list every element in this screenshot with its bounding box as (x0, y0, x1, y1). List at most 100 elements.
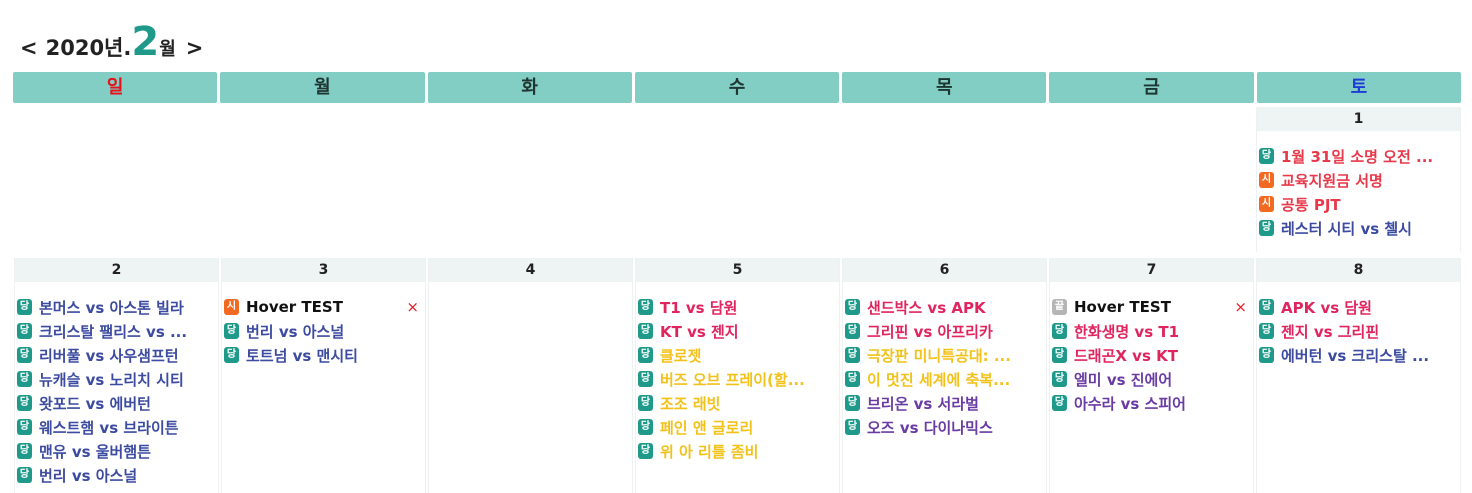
event-item[interactable]: 당 에버턴 vs 크리스탈 ... (1259, 343, 1460, 367)
close-icon[interactable]: × (1234, 298, 1247, 316)
event-item[interactable]: 시 공통 PJT (1259, 192, 1460, 216)
event-item[interactable]: 당 웨스트햄 vs 브라이튼 (17, 415, 218, 439)
event-badge: 당 (845, 299, 860, 315)
day-cell[interactable]: 7 끝 Hover TEST × 당 한화생명 vs T1 당 드래곤X vs KT 당… (1049, 258, 1254, 493)
event-title: 한화생명 vs T1 (1074, 322, 1180, 341)
prev-month-button[interactable]: < (20, 36, 38, 60)
empty-day-cell (221, 107, 426, 252)
weekday-sat: 토 (1256, 72, 1461, 103)
event-item[interactable]: 당 뉴캐슬 vs 노리치 시티 (17, 367, 218, 391)
event-item[interactable]: 당 오즈 vs 다이나믹스 (845, 415, 1046, 439)
event-item[interactable]: 당 번리 vs 아스널 (17, 463, 218, 487)
event-list: 당 1월 31일 소명 오전 ... 시 교육지원금 서명 시 공통 PJT 당 레스터… (1257, 131, 1460, 240)
event-list (429, 282, 632, 295)
event-item[interactable]: 당 젠지 vs 그리핀 (1259, 319, 1460, 343)
empty-day-cell (635, 107, 840, 252)
event-list: 시 Hover TEST × 당 번리 vs 아스널 당 토트넘 vs 맨시티 (222, 282, 425, 367)
close-icon[interactable]: × (406, 298, 419, 316)
day-cell[interactable]: 3 시 Hover TEST × 당 번리 vs 아스널 당 토트넘 vs 맨시티 (221, 258, 426, 493)
event-badge: 시 (224, 299, 239, 315)
day-cell[interactable]: 5 당 T1 vs 담원 당 KT vs 젠지 당 클로젯 당 버즈 오브 프레이(할.… (635, 258, 840, 493)
day-cell[interactable]: 4 (428, 258, 633, 493)
event-item[interactable]: 당 드래곤X vs KT (1052, 343, 1253, 367)
event-item[interactable]: 시 교육지원금 서명 (1259, 168, 1460, 192)
event-title: 페인 앤 글로리 (660, 418, 754, 437)
event-badge: 당 (1259, 347, 1274, 363)
month-unit: 월 (159, 39, 176, 60)
event-badge: 당 (638, 419, 653, 435)
event-badge: 당 (224, 323, 239, 339)
event-title: 조조 래빗 (660, 394, 721, 413)
event-item[interactable]: 당 1월 31일 소명 오전 ... (1259, 144, 1460, 168)
event-badge: 당 (638, 299, 653, 315)
event-item[interactable]: 당 버즈 오브 프레이(할... (638, 367, 839, 391)
event-badge: 당 (638, 323, 653, 339)
calendar-title: < 2020년. 2 월 > (18, 22, 205, 62)
event-title: 아수라 vs 스피어 (1074, 394, 1186, 413)
event-item[interactable]: 당 크리스탈 팰리스 vs ... (17, 319, 218, 343)
event-item[interactable]: 당 그리핀 vs 아프리카 (845, 319, 1046, 343)
weekday-wed: 수 (634, 72, 840, 103)
event-item[interactable]: 당 APK vs 담원 (1259, 295, 1460, 319)
event-item[interactable]: 당 엘미 vs 진에어 (1052, 367, 1253, 391)
event-badge: 당 (17, 323, 32, 339)
event-item[interactable]: 끝 Hover TEST × (1052, 295, 1253, 319)
event-title: 그리핀 vs 아프리카 (867, 322, 993, 341)
event-item[interactable]: 당 이 멋진 세계에 축복... (845, 367, 1046, 391)
event-badge: 당 (638, 347, 653, 363)
event-title: 뉴캐슬 vs 노리치 시티 (39, 370, 184, 389)
event-title: 이 멋진 세계에 축복... (867, 370, 1011, 389)
empty-day-cell (842, 107, 1047, 252)
event-title: 맨유 vs 울버햄튼 (39, 442, 151, 461)
day-cell[interactable]: 8 당 APK vs 담원 당 젠지 vs 그리핀 당 에버턴 vs 크리스탈 ... (1256, 258, 1461, 493)
event-badge: 당 (17, 419, 32, 435)
event-item[interactable]: 시 Hover TEST × (224, 295, 425, 319)
event-list: 당 APK vs 담원 당 젠지 vs 그리핀 당 에버턴 vs 크리스탈 ... (1257, 282, 1460, 367)
event-item[interactable]: 당 왓포드 vs 에버턴 (17, 391, 218, 415)
day-cell[interactable]: 2 당 본머스 vs 아스톤 빌라 당 크리스탈 팰리스 vs ... 당 리버풀 v… (14, 258, 219, 493)
event-item[interactable]: 당 극장판 미니특공대: ... (845, 343, 1046, 367)
event-item[interactable]: 당 번리 vs 아스널 (224, 319, 425, 343)
event-item[interactable]: 당 샌드박스 vs APK (845, 295, 1046, 319)
event-badge: 당 (638, 443, 653, 459)
event-title: 왓포드 vs 에버턴 (39, 394, 151, 413)
empty-day-cell (1049, 107, 1254, 252)
event-title: 에버턴 vs 크리스탈 ... (1281, 346, 1430, 365)
event-badge: 당 (1259, 323, 1274, 339)
event-item[interactable]: 당 조조 래빗 (638, 391, 839, 415)
event-title: 공통 PJT (1281, 195, 1341, 214)
event-title: T1 vs 담원 (660, 298, 738, 317)
event-item[interactable]: 당 레스터 시티 vs 첼시 (1259, 216, 1460, 240)
event-title: 번리 vs 아스널 (246, 322, 345, 341)
week-row: 2 당 본머스 vs 아스톤 빌라 당 크리스탈 팰리스 vs ... 당 리버풀 v… (14, 258, 1461, 493)
event-title: Hover TEST (1074, 298, 1171, 316)
event-item[interactable]: 당 아수라 vs 스피어 (1052, 391, 1253, 415)
event-title: 클로젯 (660, 346, 702, 365)
event-item[interactable]: 당 브리온 vs 서라벌 (845, 391, 1046, 415)
event-title: KT vs 젠지 (660, 322, 739, 341)
next-month-button[interactable]: > (185, 36, 204, 60)
event-item[interactable]: 당 본머스 vs 아스톤 빌라 (17, 295, 218, 319)
date-number: 8 (1257, 258, 1460, 282)
event-item[interactable]: 당 리버풀 vs 사우샘프턴 (17, 343, 218, 367)
event-item[interactable]: 당 페인 앤 글로리 (638, 415, 839, 439)
event-item[interactable]: 당 토트넘 vs 맨시티 (224, 343, 425, 367)
weekday-header: 일 월 화 수 목 금 토 (13, 72, 1461, 103)
event-title: 토트넘 vs 맨시티 (246, 346, 358, 365)
day-cell[interactable]: 6 당 샌드박스 vs APK 당 그리핀 vs 아프리카 당 극장판 미니특공대: … (842, 258, 1047, 493)
weekday-mon: 월 (220, 72, 425, 103)
event-item[interactable]: 당 위 아 리틀 좀비 (638, 439, 839, 463)
event-item[interactable]: 당 T1 vs 담원 (638, 295, 839, 319)
event-item[interactable]: 당 클로젯 (638, 343, 839, 367)
event-item[interactable]: 당 맨유 vs 울버햄튼 (17, 439, 218, 463)
event-badge: 당 (1052, 371, 1067, 387)
weekday-thu: 목 (842, 72, 1047, 103)
event-title: 드래곤X vs KT (1074, 346, 1178, 365)
event-item[interactable]: 당 KT vs 젠지 (638, 319, 839, 343)
event-item[interactable]: 당 한화생명 vs T1 (1052, 319, 1253, 343)
event-title: 크리스탈 팰리스 vs ... (39, 322, 188, 341)
event-title: 리버풀 vs 사우샘프턴 (39, 346, 179, 365)
event-badge: 당 (17, 299, 32, 315)
event-title: APK vs 담원 (1281, 298, 1372, 317)
